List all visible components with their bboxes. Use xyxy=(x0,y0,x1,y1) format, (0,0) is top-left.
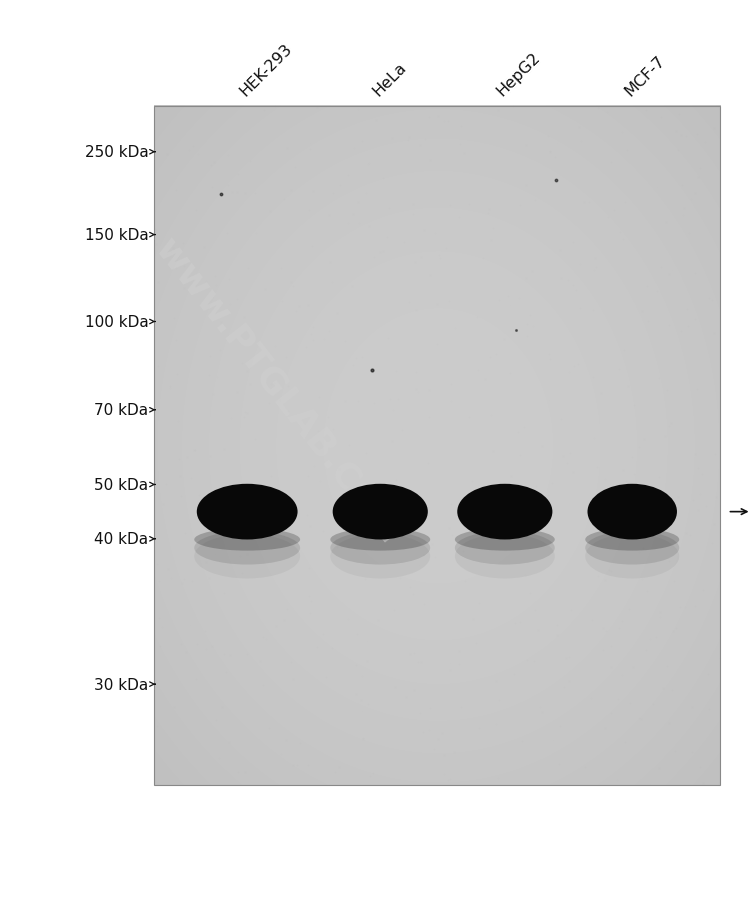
Ellipse shape xyxy=(330,534,430,579)
Ellipse shape xyxy=(194,529,300,551)
Text: 30 kDa: 30 kDa xyxy=(94,676,148,692)
Ellipse shape xyxy=(194,531,300,565)
Bar xyxy=(154,106,720,785)
Text: HeLa: HeLa xyxy=(370,60,409,99)
Ellipse shape xyxy=(587,484,677,540)
Ellipse shape xyxy=(194,534,300,579)
Ellipse shape xyxy=(585,529,680,551)
Text: MCF-7: MCF-7 xyxy=(622,53,668,99)
Text: 70 kDa: 70 kDa xyxy=(94,403,148,418)
Ellipse shape xyxy=(330,531,430,565)
Text: 100 kDa: 100 kDa xyxy=(85,315,148,329)
Text: HepG2: HepG2 xyxy=(494,50,544,99)
Text: 150 kDa: 150 kDa xyxy=(85,228,148,243)
Ellipse shape xyxy=(333,484,427,540)
Text: www.PTGLAB.COM: www.PTGLAB.COM xyxy=(148,233,408,550)
Ellipse shape xyxy=(455,531,555,565)
Ellipse shape xyxy=(585,531,680,565)
Ellipse shape xyxy=(585,534,680,579)
Text: 50 kDa: 50 kDa xyxy=(94,477,148,492)
Ellipse shape xyxy=(458,484,553,540)
Ellipse shape xyxy=(455,529,555,551)
Ellipse shape xyxy=(455,534,555,579)
Ellipse shape xyxy=(196,484,298,540)
Ellipse shape xyxy=(330,529,430,551)
Text: HEK-293: HEK-293 xyxy=(236,41,295,99)
Text: 40 kDa: 40 kDa xyxy=(94,531,148,547)
Text: 250 kDa: 250 kDa xyxy=(85,145,148,160)
